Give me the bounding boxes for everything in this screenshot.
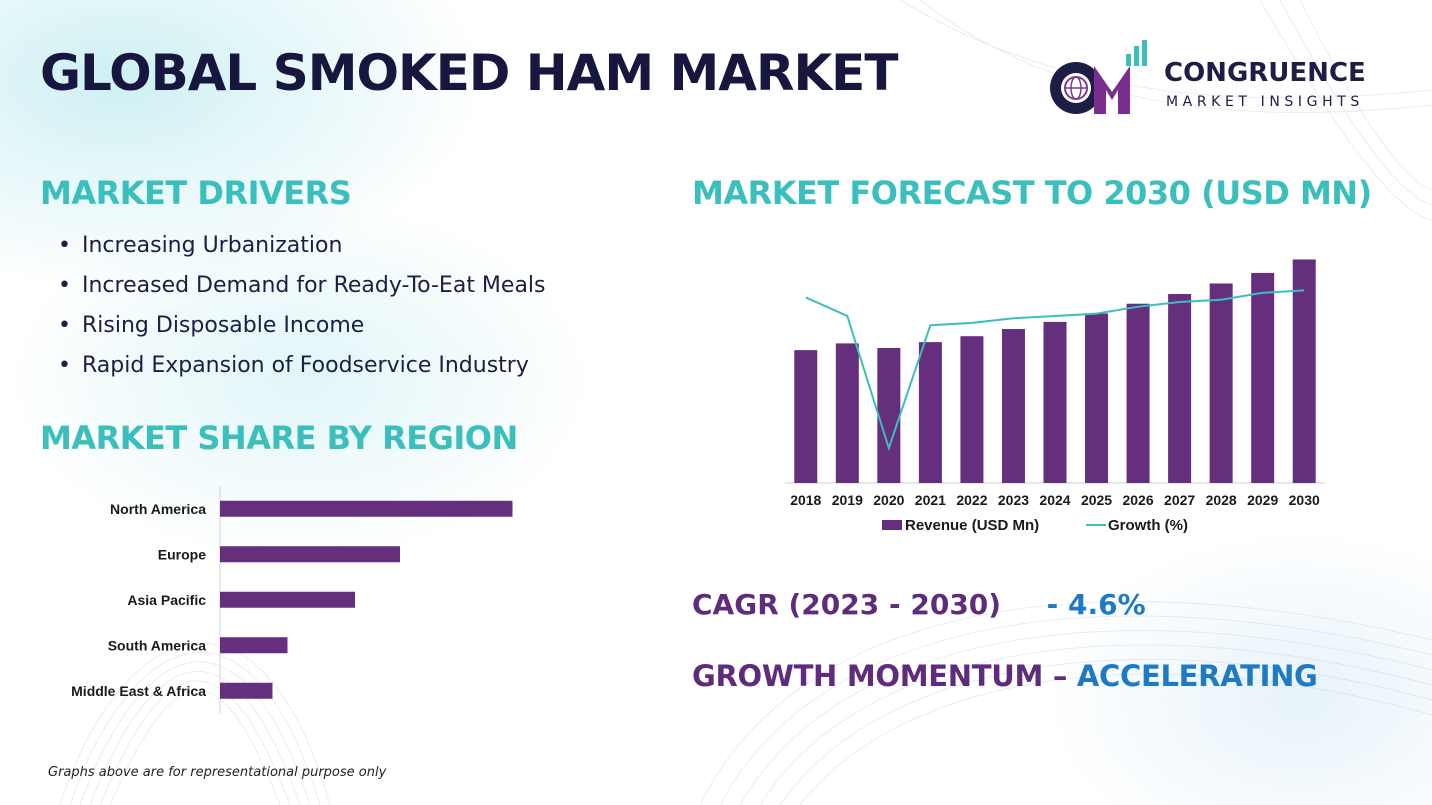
revenue-bar <box>1292 259 1316 483</box>
revenue-bar <box>877 348 901 483</box>
region-label: Europe <box>158 546 206 562</box>
revenue-bar <box>1126 303 1150 483</box>
year-tick-label: 2023 <box>998 492 1029 508</box>
legend-revenue-label: Revenue (USD Mn) <box>905 517 1039 534</box>
revenue-bar <box>835 343 859 483</box>
momentum-label: GROWTH MOMENTUM – <box>692 659 1068 693</box>
year-tick-label: 2030 <box>1289 492 1320 508</box>
legend-growth-label: Growth (%) <box>1108 517 1188 534</box>
region-label: South America <box>108 637 206 653</box>
forecast-heading: MARKET FORECAST TO 2030 (USD MN) <box>692 174 1372 212</box>
year-tick-label: 2026 <box>1122 492 1153 508</box>
region-label: Asia Pacific <box>127 592 206 608</box>
year-tick-label: 2027 <box>1164 492 1195 508</box>
driver-text: Increased Demand for Ready-To-Eat Meals <box>82 273 546 298</box>
driver-text: Rising Disposable Income <box>82 313 365 338</box>
driver-item: • Rising Disposable Income <box>58 313 365 338</box>
year-tick-label: 2028 <box>1206 492 1237 508</box>
growth-line <box>805 289 1305 452</box>
year-tick-label: 2021 <box>915 492 946 508</box>
year-tick-label: 2029 <box>1247 492 1278 508</box>
region-bar <box>220 500 513 517</box>
region-bar <box>220 682 273 699</box>
revenue-bar <box>1168 294 1192 483</box>
page-title: GLOBAL SMOKED HAM MARKET <box>40 44 898 102</box>
market-share-heading: MARKET SHARE BY REGION <box>40 419 518 457</box>
revenue-bar <box>1085 313 1109 483</box>
year-tick-label: 2019 <box>832 492 863 508</box>
cagr-value: - 4.6% <box>1046 588 1146 621</box>
company-logo: CONGRUENCE MARKET INSIGHTS <box>1046 40 1396 116</box>
logo-name: CONGRUENCE <box>1164 58 1366 88</box>
region-bar-chart: North America Europe Asia Pacific South Ame… <box>71 486 513 714</box>
year-tick-label: 2024 <box>1039 492 1070 508</box>
footnote: Graphs above are for representational pu… <box>48 765 387 780</box>
forecast-combo-chart: 2018 2019 2020 2021 2022 2023 2024 2025 2026 2027… <box>785 259 1325 534</box>
cagr-stat: CAGR (2023 - 2030) - 4.6% <box>692 588 1146 621</box>
logo-tagline: MARKET INSIGHTS <box>1166 94 1364 110</box>
revenue-bar <box>960 336 984 483</box>
region-bar <box>220 546 400 563</box>
growth-momentum-stat: GROWTH MOMENTUM – ACCELERATING <box>692 659 1318 693</box>
driver-item: • Increasing Urbanization <box>58 233 343 258</box>
revenue-bar <box>1209 283 1233 483</box>
region-label: Middle East & Africa <box>71 683 206 699</box>
year-tick-label: 2025 <box>1081 492 1112 508</box>
region-bar <box>220 591 355 608</box>
driver-item: • Rapid Expansion of Foodservice Industry <box>58 353 529 378</box>
region-bar <box>220 637 288 654</box>
market-drivers-heading: MARKET DRIVERS <box>40 174 352 212</box>
revenue-bar <box>1043 321 1067 483</box>
year-tick-label: 2020 <box>873 492 904 508</box>
driver-text: Increasing Urbanization <box>82 233 343 258</box>
cagr-label: CAGR (2023 - 2030) <box>692 588 1002 621</box>
market-drivers-list: • Increasing Urbanization • Increased Dema… <box>58 230 546 390</box>
driver-text: Rapid Expansion of Foodservice Industry <box>82 353 529 378</box>
legend-revenue-swatch <box>882 520 902 530</box>
momentum-value: ACCELERATING <box>1076 659 1318 693</box>
region-label: North America <box>110 501 206 517</box>
revenue-bar <box>1251 272 1275 483</box>
revenue-bar <box>918 342 942 483</box>
year-tick-label: 2018 <box>790 492 821 508</box>
cm-monogram-globe-chart-icon <box>1050 40 1147 114</box>
revenue-bar <box>794 350 818 483</box>
driver-item: • Increased Demand for Ready-To-Eat Meals <box>58 273 546 298</box>
year-tick-label: 2022 <box>956 492 987 508</box>
revenue-bar <box>1001 329 1025 483</box>
